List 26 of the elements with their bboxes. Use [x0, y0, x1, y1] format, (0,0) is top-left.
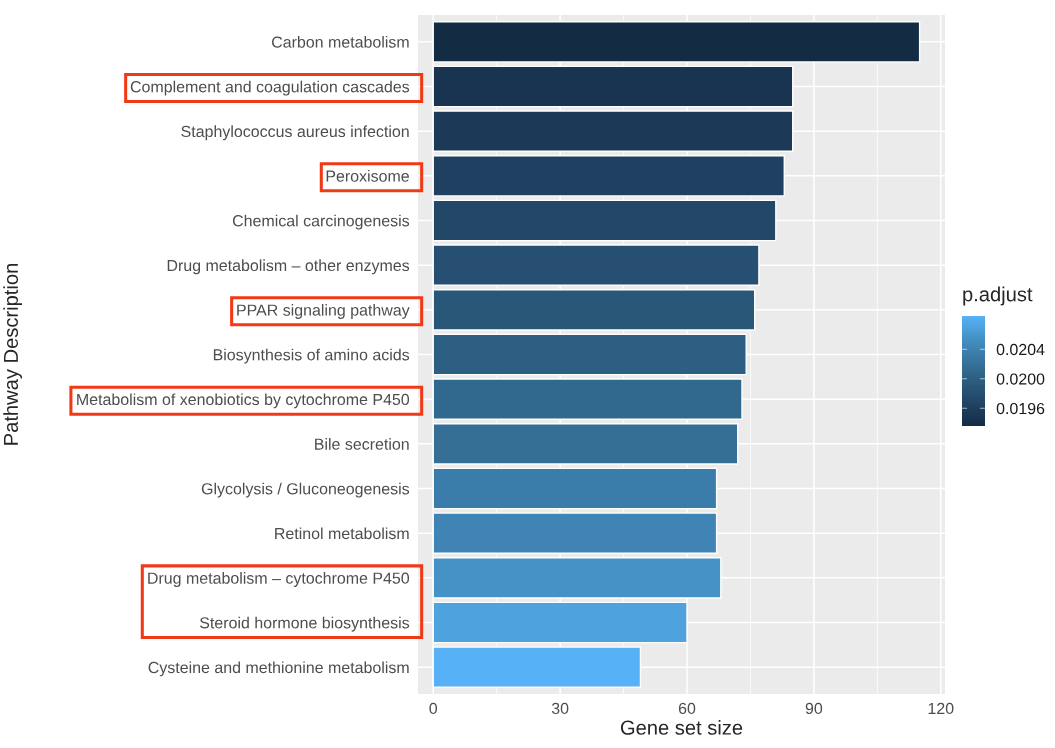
y-tick-label: Chemical carcinogenesis [232, 214, 410, 230]
y-tick-label: Drug metabolism – other enzymes [167, 259, 410, 275]
x-tick-label: 120 [928, 702, 954, 715]
y-tick-label: Complement and coagulation cascades [130, 80, 410, 96]
y-tick-label: Cysteine and methionine metabolism [148, 661, 409, 677]
y-tick-label: Steroid hormone biosynthesis [199, 616, 410, 632]
y-tick-label: PPAR signaling pathway [237, 304, 410, 319]
y-tick-label: Glycolysis / Gluconeogenesis [201, 482, 410, 498]
x-tick-label: 60 [678, 702, 696, 715]
color-bar-label: 0.0200 [996, 373, 1045, 385]
y-tick-label: Metabolism of xenobiotics by cytochrome P450 [77, 393, 410, 409]
y-tick-label: Bile secretion [315, 438, 409, 450]
y-tick-label: Carbon metabolism [272, 36, 409, 48]
color-bar-title: p.adjust [963, 286, 1033, 306]
x-tick-label: 0 [429, 702, 438, 715]
x-tick-label: 90 [805, 702, 823, 715]
y-tick-label: Staphylococcus aureus infection [181, 125, 409, 141]
y-tick-label: Drug metabolism – cytochrome P450 [148, 572, 410, 587]
x-tick-label: 30 [551, 702, 569, 715]
y-tick-label: Biosynthesis of amino acids [213, 348, 410, 364]
y-tick-label: Peroxisome [326, 170, 409, 182]
x-axis-title: Gene set size [620, 720, 743, 735]
color-bar-label: 0.0196 [996, 402, 1045, 415]
y-axis-title: Pathway Description [3, 264, 22, 445]
y-tick-label: Retinol metabolism [275, 527, 409, 540]
color-bar-label: 0.0204 [996, 343, 1045, 356]
